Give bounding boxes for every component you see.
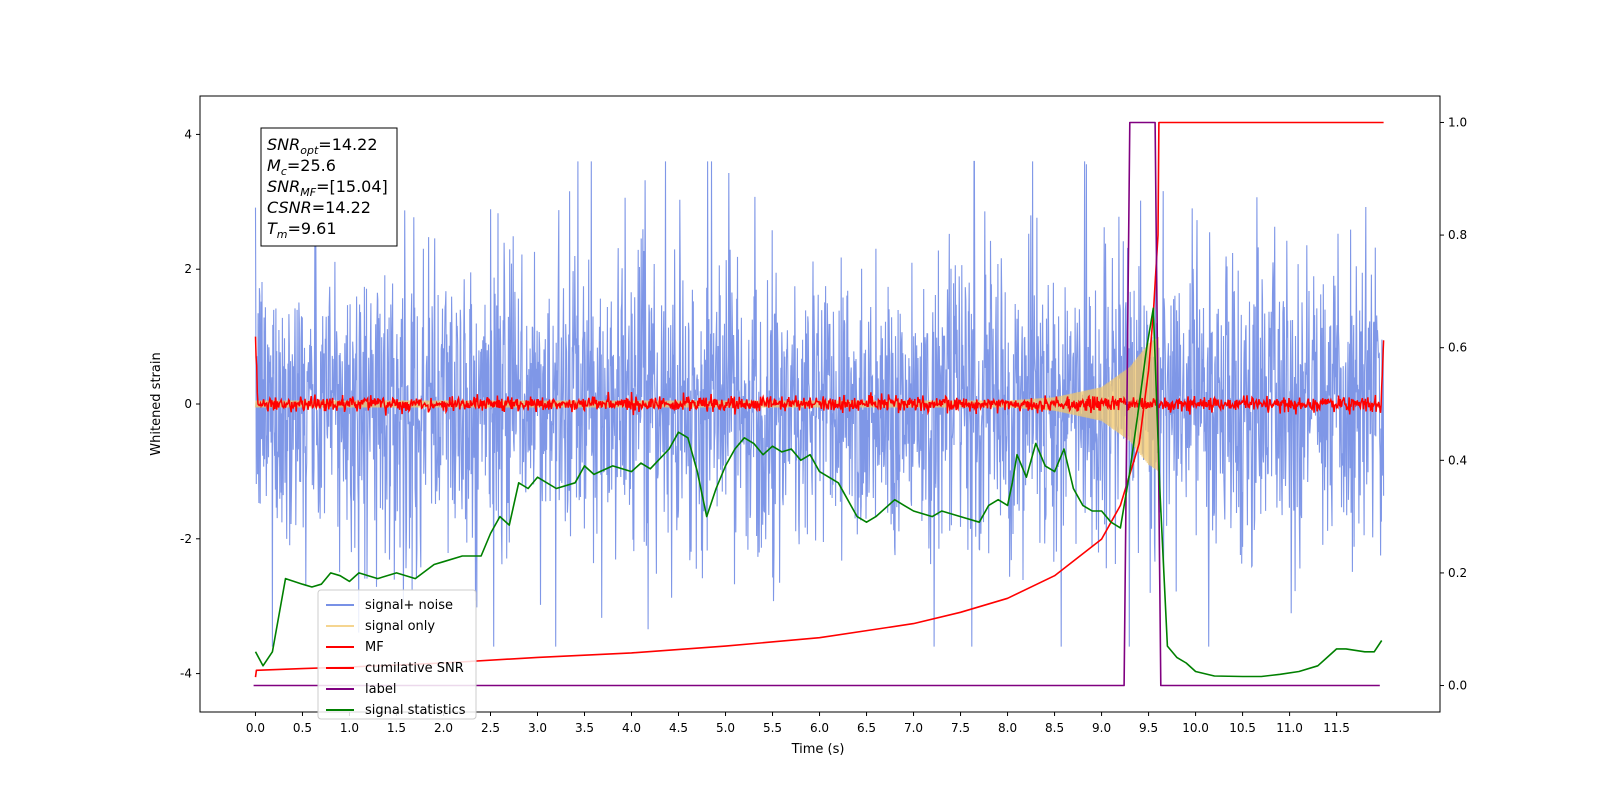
y-axis-label: Whitened strain [149,352,164,455]
annotation-line: SNRopt=14.22 [267,135,378,157]
legend-label: signal+ noise [365,598,453,613]
x-tick-label: 1.0 [340,721,359,735]
y-right-tick-label: 0.2 [1448,566,1467,580]
y-axis-left: 4 2 0 -2 -4 [180,127,200,681]
x-tick-label: 7.0 [904,721,923,735]
x-axis-label: Time (s) [791,742,845,757]
series-line-signal-statistics [254,307,1383,678]
annotation-line: SNRMF=[15.04] [267,177,388,199]
annotation-lines: SNRopt=14.22Mc=25.6SNRMF=[15.04]CSNR=14.… [267,135,388,241]
x-tick-label: 8.0 [998,721,1017,735]
y-right-tick-label: 0.4 [1448,453,1467,467]
series-line-label [253,121,1380,687]
legend-label: MF [365,640,384,655]
annotation-line: CSNR=14.22 [267,198,371,217]
y-right-tick-label: 0.8 [1448,228,1467,242]
x-tick-label: 10.0 [1182,721,1209,735]
legend: signal+ noise signal only MF cumilative SNR… [317,589,477,720]
x-tick-label: 4.5 [669,721,688,735]
x-tick-label: 9.0 [1092,721,1111,735]
x-tick-label: 3.5 [575,721,594,735]
legend-entries: signal+ noise signal only MF cumilative SNR… [326,598,466,718]
legend-label: cumilative SNR [365,661,464,676]
x-tick-label: 6.5 [857,721,876,735]
x-tick-label: 3.0 [528,721,547,735]
series-line-mf [254,336,1385,416]
legend-label: label [365,682,396,697]
y-right-tick-label: 0.6 [1448,341,1467,355]
y-left-tick-label: 4 [184,127,192,141]
x-tick-label: 7.5 [951,721,970,735]
x-tick-label: 8.5 [1045,721,1064,735]
y-left-tick-label: 0 [184,397,192,411]
x-tick-label: 1.5 [387,721,406,735]
x-tick-label: 5.0 [716,721,735,735]
x-tick-label: 4.0 [622,721,641,735]
x-tick-label: 2.5 [481,721,500,735]
x-tick-label: 10.5 [1229,721,1256,735]
annotation-line: Mc=25.6 [267,156,336,178]
x-tick-label: 2.0 [434,721,453,735]
y-left-tick-label: -2 [180,532,192,546]
annotation-box: SNRopt=14.22Mc=25.6SNRMF=[15.04]CSNR=14.… [260,127,398,247]
legend-label: signal only [365,619,435,634]
y-left-tick-label: -4 [180,667,192,681]
legend-label: signal statistics [365,703,466,718]
x-tick-label: 0.0 [246,721,265,735]
annotation-line: Tm=9.61 [267,219,337,241]
x-tick-label: 5.5 [763,721,782,735]
x-axis: 0.0 0.5 1.0 1.5 2.0 2.5 3.0 3.5 4.0 4.5 5.0 5.5 6.0 6… [246,712,1350,735]
x-tick-label: 6.0 [810,721,829,735]
x-tick-label: 11.0 [1276,721,1303,735]
x-tick-label: 0.5 [293,721,312,735]
y-right-tick-label: 0.0 [1448,679,1467,693]
y-axis-right: 1.0 0.8 0.6 0.4 0.2 0.0 [1440,115,1467,693]
y-left-tick-label: 2 [184,262,192,276]
y-right-tick-label: 1.0 [1448,115,1467,129]
x-tick-label: 9.5 [1139,721,1158,735]
x-tick-label: 11.5 [1323,721,1350,735]
